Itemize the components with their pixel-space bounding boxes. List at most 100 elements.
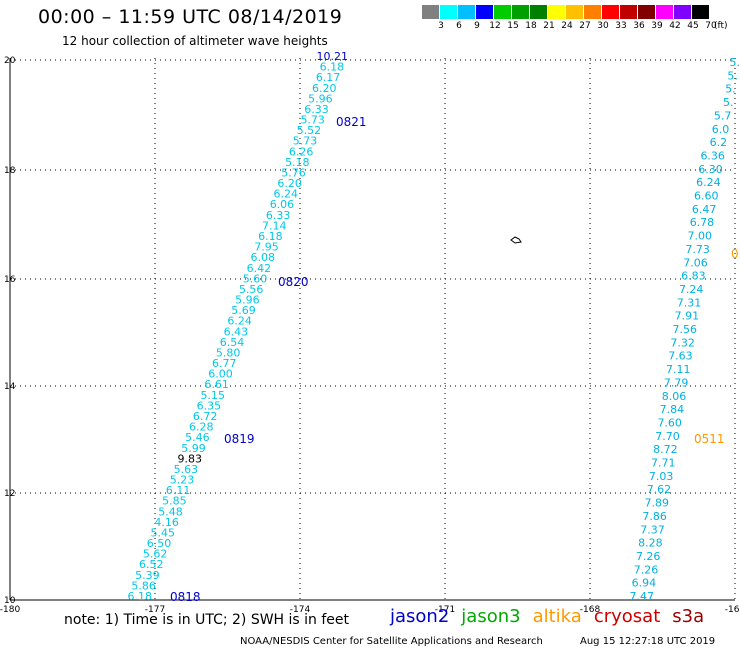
wave-height-value: 7.47 — [630, 590, 655, 603]
wave-height-value: 6.00 — [208, 368, 233, 381]
legend-swatch — [422, 5, 440, 19]
wave-height-value: 5.45 — [151, 526, 176, 539]
wave-height-value: 5.96 — [308, 92, 333, 105]
y-tick-label: 20 — [4, 56, 16, 66]
wave-height-value: 5.85 — [162, 495, 187, 508]
legend-label: 70 — [705, 21, 717, 31]
wave-height-value: 6.72 — [193, 410, 218, 423]
mission-label-jason2: jason2 — [390, 606, 450, 627]
wave-height-value: 6.24 — [696, 176, 721, 189]
pass-time-label: 0821 — [336, 115, 367, 129]
wave-height-value: 5.48 — [158, 505, 183, 518]
y-tick-label: 16 — [4, 275, 16, 285]
wave-height-value: 7.14 — [262, 219, 287, 232]
wave-height-value: 6.30 — [698, 163, 723, 176]
wave-height-value: 6.24 — [227, 315, 252, 328]
wave-height-value: 5. — [730, 56, 740, 69]
y-tick-label: 10 — [4, 596, 16, 606]
wave-height-value: 6.2 — [710, 136, 728, 149]
wave-height-value: 5.86 — [131, 579, 156, 592]
legend-label: 33 — [615, 21, 627, 31]
wave-height-value: 6.18 — [128, 590, 153, 603]
legend-label: 45 — [687, 21, 699, 31]
page-title: 00:00 – 11:59 UTC 08/14/2019 — [38, 6, 343, 28]
satellite-track-east: 5.5.5.5.5.76.06.26.366.306.246.606.476.7… — [630, 56, 740, 603]
pass-time-label-altika: 0 — [731, 247, 739, 261]
wave-height-value: 7.26 — [634, 563, 659, 576]
pass-time-label: 0819 — [224, 432, 255, 446]
wave-height-value: 6.61 — [204, 378, 229, 391]
legend-label: 30 — [597, 21, 609, 31]
wave-height-value: 6.60 — [694, 190, 719, 203]
wave-height-value: 7.24 — [679, 283, 704, 296]
wave-height-value: 6.36 — [700, 149, 725, 162]
wave-height-value: 6.11 — [166, 484, 191, 497]
wave-height-value: 7.70 — [655, 430, 680, 443]
legend-swatch — [476, 5, 494, 19]
wave-height-value: 5.15 — [201, 389, 226, 402]
wave-height-value: 5.52 — [297, 124, 322, 137]
wave-height-value: 7.60 — [657, 416, 682, 429]
wave-height-value: 7.56 — [673, 323, 698, 336]
wave-height-value: 6.18 — [258, 230, 283, 243]
wave-height-value: 8.06 — [662, 390, 687, 403]
pass-time-label: 0818 — [170, 590, 201, 604]
wave-height-value: 6.28 — [189, 421, 214, 434]
legend-label: 24 — [561, 21, 573, 31]
wave-height-value: 7.84 — [660, 403, 685, 416]
wave-height-value: 5.23 — [170, 474, 195, 487]
wave-height-value: 7.71 — [651, 457, 676, 470]
wave-height-value: 7.26 — [636, 550, 661, 563]
y-tick-label: 18 — [4, 166, 16, 176]
wave-height-value: 6.43 — [224, 325, 249, 338]
wave-height-value: 7.06 — [683, 256, 708, 269]
wave-height-value: 6.17 — [316, 71, 341, 84]
legend-label: 18 — [525, 21, 537, 31]
wave-height-value: 5.99 — [181, 442, 206, 455]
wave-height-value: 5.73 — [300, 114, 325, 127]
legend-label: 27 — [579, 21, 591, 31]
wave-height-value: 5.46 — [185, 431, 210, 444]
legend-label: 36 — [633, 21, 645, 31]
legend-swatch — [512, 5, 530, 19]
legend-swatch — [638, 5, 656, 19]
pass-time-label: 0820 — [278, 275, 309, 289]
wave-height-value: 7.95 — [254, 241, 279, 254]
wave-height-value: 7.79 — [664, 376, 689, 389]
wave-height-value: 5.60 — [243, 272, 268, 285]
legend-swatch — [458, 5, 476, 19]
wave-height-value: 5.69 — [231, 304, 256, 317]
wave-height-value: 7.37 — [640, 523, 665, 536]
legend-label: 42 — [669, 21, 681, 31]
wave-height-value: 5.56 — [239, 283, 264, 296]
wave-height-value: 5.18 — [285, 156, 310, 169]
wave-height-value: 5.63 — [174, 463, 199, 476]
wave-height-value: 7.62 — [647, 483, 672, 496]
wave-height-value: 7.89 — [645, 497, 670, 510]
pass-time-label-altika: 0511 — [694, 432, 725, 446]
mission-label-altika: altika — [532, 606, 582, 627]
wave-height-value: 6.33 — [304, 103, 329, 116]
wave-height-value: 7.32 — [670, 336, 695, 349]
x-tick-label: -174 — [290, 605, 311, 615]
legend-swatch — [584, 5, 602, 19]
x-tick-label: -171 — [435, 605, 455, 615]
wave-height-value: 7.00 — [688, 230, 713, 243]
x-tick-label: -177 — [145, 605, 165, 615]
wave-height-value: 7.31 — [677, 296, 702, 309]
page-subtitle: 12 hour collection of altimeter wave hei… — [62, 34, 328, 48]
wave-height-value: 5. — [727, 69, 738, 82]
mission-legend: jason2 jason3 altika cryosat s3a — [390, 606, 716, 627]
island-shape — [510, 236, 522, 244]
x-tick-label: -180 — [0, 605, 20, 615]
legend-swatch — [566, 5, 584, 19]
wave-height-value: 7.91 — [675, 310, 700, 323]
legend-label: 6 — [456, 21, 462, 31]
wave-height-value: 6.83 — [681, 270, 706, 283]
wave-height-value: 6.06 — [270, 198, 295, 211]
legend-swatch — [674, 5, 692, 19]
wave-height-value: 5. — [723, 96, 734, 109]
wave-height-value: 6.78 — [690, 216, 715, 229]
wave-height-value: 5.73 — [293, 135, 318, 148]
